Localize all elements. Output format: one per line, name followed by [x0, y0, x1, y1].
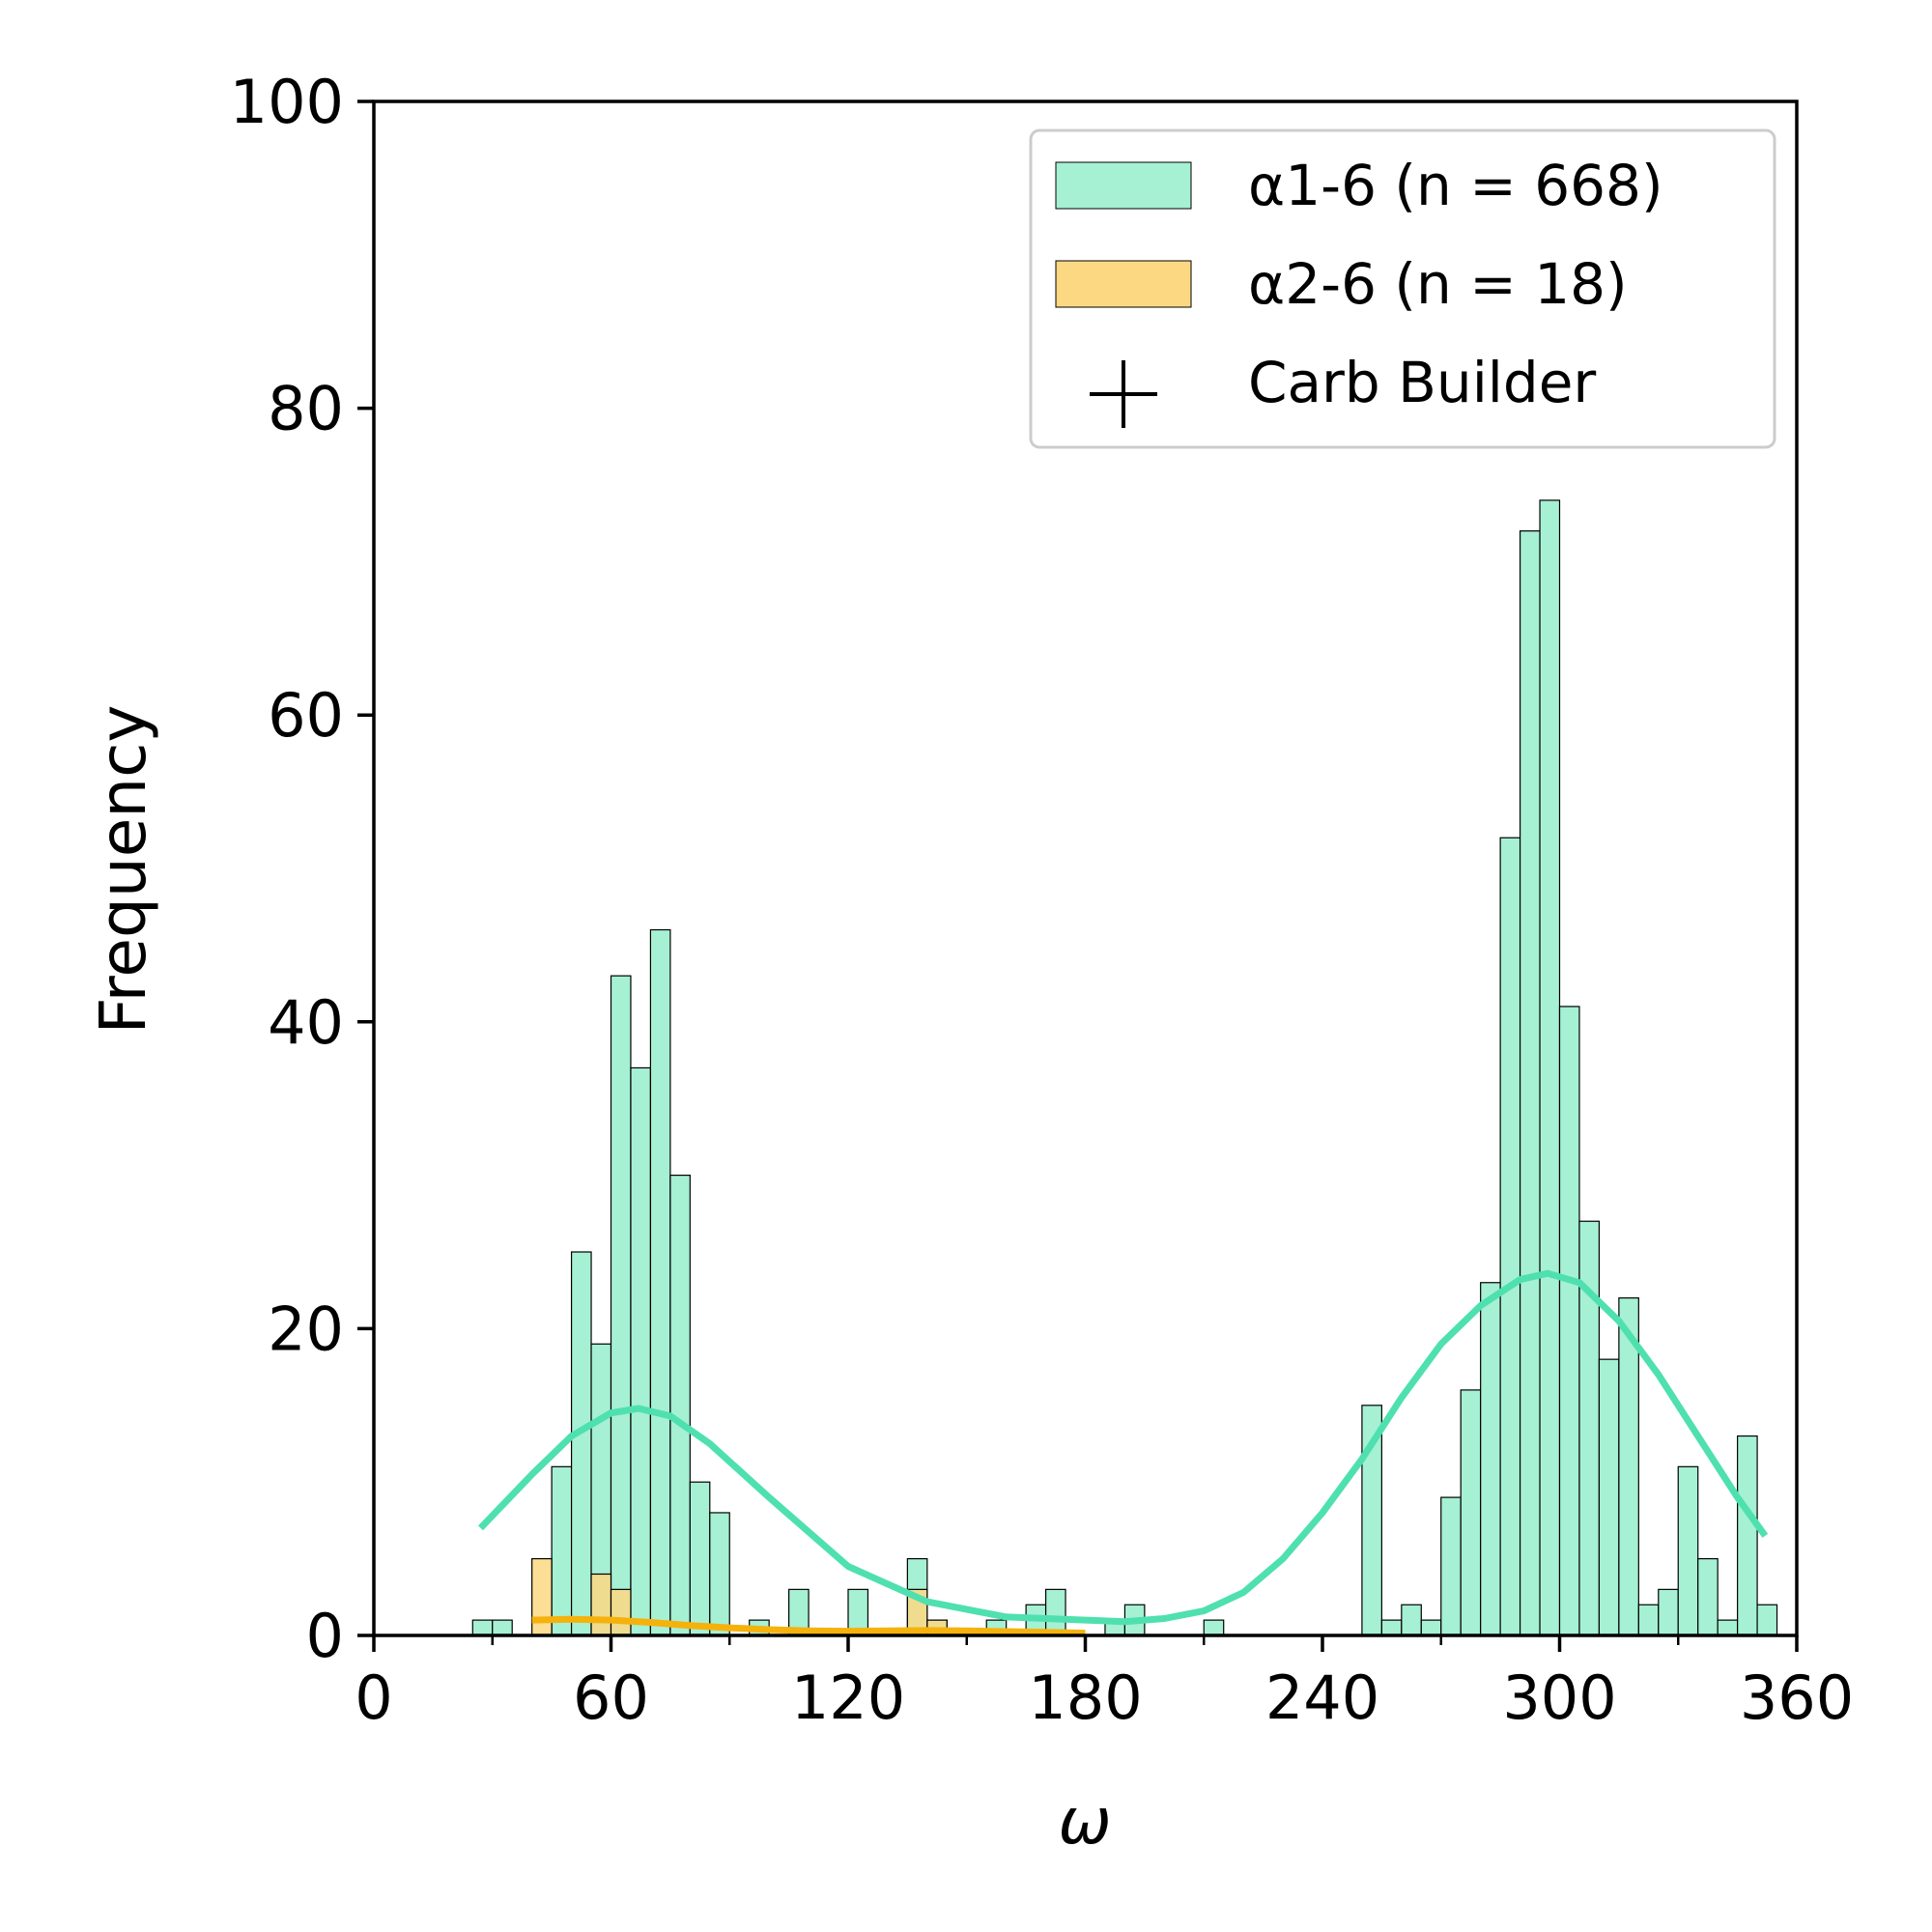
histogram-bar [1717, 1619, 1739, 1636]
histogram-bar [1658, 1588, 1679, 1636]
histogram-bar [669, 1174, 691, 1636]
ticks-layer: 0 60 120 180 240 300 360 0 20 40 60 80 100 [230, 67, 1855, 1733]
histogram-bar [1677, 1465, 1699, 1636]
legend-label-carb-builder: Carb Builder [1248, 350, 1596, 415]
histogram-bar [1756, 1604, 1778, 1636]
histogram-bar [531, 1557, 553, 1636]
x-tick-label: 0 [355, 1662, 392, 1733]
histogram-bar [1420, 1619, 1442, 1636]
kde-layer [477, 1269, 1769, 1637]
histogram-bar [1637, 1604, 1660, 1636]
histogram-bar [1401, 1604, 1422, 1636]
legend-box [1029, 128, 1776, 449]
y-tick-label: 100 [230, 67, 344, 137]
histogram-bar [1203, 1619, 1225, 1636]
legend-swatch-alpha26 [1055, 260, 1192, 308]
histogram-bar [1697, 1557, 1719, 1636]
histogram-bar [590, 1573, 612, 1636]
x-tick-label: 300 [1502, 1662, 1616, 1733]
x-tick-label: 60 [573, 1662, 649, 1733]
histogram-bar [610, 975, 632, 1636]
histogram-bar [649, 928, 671, 1636]
y-tick-label: 60 [268, 680, 344, 751]
kde-curve [477, 1269, 1769, 1626]
y-tick-label: 0 [306, 1601, 344, 1671]
y-tick-label: 40 [268, 987, 344, 1058]
histogram-bar [1044, 1588, 1066, 1636]
kde-curve [531, 1615, 1086, 1637]
histogram-bar [492, 1619, 513, 1636]
legend-swatch-alpha16 [1055, 161, 1192, 210]
histogram-bar [1519, 530, 1541, 1636]
x-tick-label: 240 [1265, 1662, 1379, 1733]
histogram-bar [630, 1066, 652, 1636]
histogram-bar [1558, 1006, 1580, 1636]
y-tick-label: 20 [268, 1293, 344, 1364]
histogram-bar [610, 1588, 632, 1636]
histogram-bar [1460, 1389, 1482, 1636]
histogram-bar [471, 1619, 494, 1636]
histogram-bar [689, 1481, 711, 1636]
histogram-bar [551, 1465, 573, 1636]
histogram-bar [1499, 837, 1521, 1636]
x-tick-label: 120 [791, 1662, 905, 1733]
y-axis-label: Frequency [86, 705, 160, 1035]
histogram-bar [1598, 1358, 1620, 1636]
legend-plus-marker [1090, 360, 1157, 428]
legend: α1-6 (n = 668) α2-6 (n = 18) Carb Builde… [1029, 128, 1776, 449]
histogram-bar [1539, 499, 1561, 1636]
y-tick-label: 80 [268, 374, 344, 444]
histogram-bar [570, 1251, 592, 1636]
histogram-bar [1380, 1619, 1403, 1636]
x-tick-label: 360 [1740, 1662, 1854, 1733]
legend-label-alpha16: α1-6 (n = 668) [1248, 153, 1663, 218]
x-axis-label: ω [1058, 1784, 1111, 1859]
histogram-bar [1480, 1282, 1501, 1636]
histogram-bar [1737, 1435, 1758, 1636]
histogram-bar [1440, 1496, 1462, 1636]
legend-label-alpha26: α2-6 (n = 18) [1248, 251, 1628, 317]
x-tick-label: 180 [1028, 1662, 1142, 1733]
bars-layer [471, 499, 1778, 1636]
histogram-bar [709, 1512, 730, 1636]
